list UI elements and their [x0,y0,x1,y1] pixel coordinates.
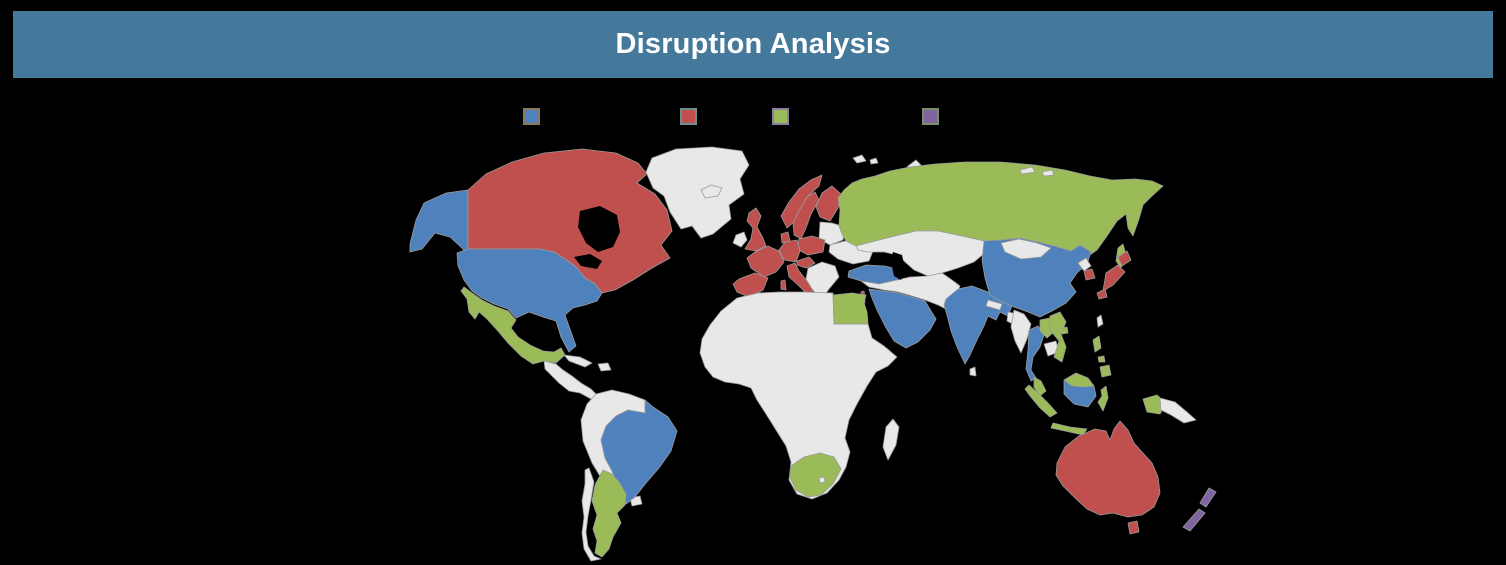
region-sardinia[interactable] [780,279,787,291]
region-north-korea[interactable] [1077,257,1092,272]
region-malaysia-peninsula[interactable] [1033,376,1047,397]
region-norway[interactable] [780,174,823,229]
legend [0,0,1506,140]
region-cuba[interactable] [563,354,593,368]
page-title: Disruption Analysis [615,28,891,60]
region-svalbard-east[interactable] [869,157,879,165]
region-united-states[interactable] [456,248,603,353]
great-lakes-water [574,254,602,269]
region-taiwan[interactable] [1096,314,1104,328]
region-greenland[interactable] [645,146,750,239]
region-sweden[interactable] [792,191,820,240]
region-philippines-luzon[interactable] [1092,335,1102,353]
region-finland[interactable] [815,185,842,222]
region-java[interactable] [1050,422,1088,436]
region-sri-lanka[interactable] [969,366,977,377]
region-ireland[interactable] [732,231,748,248]
legend-swatch-red[interactable] [680,108,697,125]
region-mongolia[interactable] [1000,238,1052,260]
region-japan-hokkaido[interactable] [1117,250,1132,267]
region-hispaniola[interactable] [597,362,612,372]
region-sulawesi[interactable] [1097,385,1109,412]
region-philippines-mindanao[interactable] [1099,364,1112,378]
region-balkans[interactable] [805,261,840,301]
region-chile[interactable] [581,467,602,562]
region-nepal[interactable] [985,299,1003,311]
region-south-korea[interactable] [1083,268,1096,281]
region-lesotho[interactable] [818,476,826,484]
region-papua-new-guinea[interactable] [1159,397,1197,424]
region-south-africa[interactable] [789,452,842,498]
region-madagascar[interactable] [882,418,900,461]
region-borneo-indonesia[interactable] [1063,379,1097,408]
region-germany[interactable] [778,239,801,263]
region-new-zealand-south[interactable] [1182,508,1206,532]
region-saudi-arabia[interactable] [868,288,937,349]
region-mexico[interactable] [460,286,566,365]
region-tasmania[interactable] [1127,520,1140,535]
region-central-asia[interactable] [855,230,987,277]
region-sumatra[interactable] [1024,384,1058,418]
legend-swatch-green[interactable] [772,108,789,125]
region-vietnam[interactable] [1049,311,1067,363]
region-egypt[interactable] [832,292,869,325]
region-japan-kyushu[interactable] [1096,288,1108,300]
region-iceland[interactable] [700,184,723,199]
region-africa[interactable] [699,291,898,500]
region-poland[interactable] [796,235,826,256]
region-france[interactable] [746,245,785,278]
region-new-zealand-north[interactable] [1199,487,1217,508]
caspian-sea-water [891,252,905,280]
region-china[interactable] [981,237,1092,318]
region-central-america[interactable] [543,360,598,400]
title-bar: Disruption Analysis [13,11,1493,78]
hudson-bay-water [578,206,620,252]
region-japan-honshu[interactable] [1102,264,1126,292]
region-united-kingdom[interactable] [744,207,767,252]
legend-swatch-purple[interactable] [922,108,939,125]
region-australia[interactable] [1055,420,1161,518]
region-austria[interactable] [796,256,816,269]
region-thailand[interactable] [1025,325,1045,382]
region-argentina[interactable] [591,469,627,558]
region-svalbard[interactable] [852,154,867,164]
region-philippines-visayas[interactable] [1097,355,1106,363]
region-myanmar[interactable] [1010,309,1032,354]
region-arctic-islands-east[interactable] [1041,169,1055,177]
region-arctic-islands[interactable] [1019,166,1036,175]
legend-swatch-blue[interactable] [523,108,540,125]
